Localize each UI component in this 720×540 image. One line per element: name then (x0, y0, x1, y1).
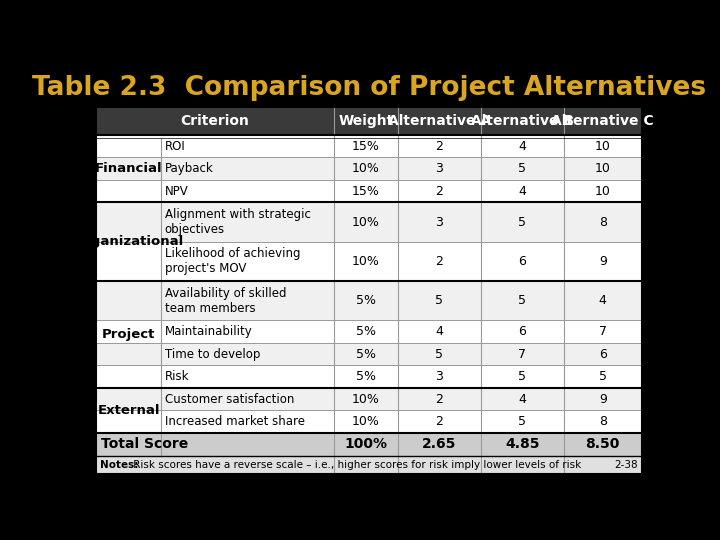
Text: Alternative C: Alternative C (552, 114, 654, 128)
Text: 100%: 100% (344, 437, 387, 451)
Text: 4: 4 (518, 140, 526, 153)
Text: 15%: 15% (352, 140, 379, 153)
Text: Increased market share: Increased market share (165, 415, 305, 428)
Text: 5: 5 (518, 415, 526, 428)
Text: 8.50: 8.50 (585, 437, 620, 451)
Text: 4: 4 (518, 185, 526, 198)
Bar (96, 433, 642, 456)
Text: External: External (98, 404, 160, 417)
Text: 6: 6 (518, 255, 526, 268)
Bar (96, 107, 642, 135)
Text: Time to develop: Time to develop (165, 348, 260, 361)
Text: 3: 3 (436, 215, 444, 228)
Text: 5%: 5% (356, 325, 376, 338)
Bar (96, 135, 642, 138)
Text: Alternative A: Alternative A (388, 114, 491, 128)
Text: Weight: Weight (338, 114, 393, 128)
Text: 6: 6 (518, 325, 526, 338)
Text: 8: 8 (599, 215, 607, 228)
Text: Customer satisfaction: Customer satisfaction (165, 393, 294, 406)
Bar (96, 343, 642, 366)
Text: 9: 9 (599, 255, 607, 268)
Text: 7: 7 (599, 325, 607, 338)
Text: 10%: 10% (352, 162, 379, 175)
Text: Risk: Risk (165, 370, 189, 383)
Text: 7: 7 (518, 348, 526, 361)
Text: 5: 5 (518, 215, 526, 228)
Text: 10%: 10% (352, 415, 379, 428)
Text: Alignment with strategic
objectives: Alignment with strategic objectives (165, 208, 310, 236)
Bar (96, 456, 642, 475)
Text: 2: 2 (436, 415, 444, 428)
Text: 5: 5 (436, 348, 444, 361)
Text: Maintainability: Maintainability (165, 325, 252, 338)
Text: 10: 10 (595, 162, 611, 175)
Bar (96, 281, 642, 320)
Text: Total Score: Total Score (101, 437, 188, 451)
Text: 6: 6 (599, 348, 607, 361)
Text: Notes:: Notes: (100, 460, 138, 470)
Text: 4: 4 (599, 294, 607, 307)
Bar (96, 180, 642, 202)
Bar (96, 202, 642, 242)
Text: 10%: 10% (352, 393, 379, 406)
Text: 5: 5 (518, 162, 526, 175)
Text: Table 2.3  Comparison of Project Alternatives: Table 2.3 Comparison of Project Alternat… (32, 75, 706, 101)
Text: 5%: 5% (356, 370, 376, 383)
Text: Alternative B: Alternative B (471, 114, 574, 128)
Text: 3: 3 (436, 370, 444, 383)
Text: Criterion: Criterion (181, 114, 249, 128)
Bar (96, 107, 642, 475)
Bar (96, 410, 642, 433)
Text: 5%: 5% (356, 294, 376, 307)
Text: 8: 8 (599, 415, 607, 428)
Text: 2: 2 (436, 255, 444, 268)
Bar (96, 320, 642, 343)
Text: 10%: 10% (352, 255, 379, 268)
Bar (96, 107, 642, 475)
Bar (96, 135, 642, 157)
Text: NPV: NPV (165, 185, 189, 198)
Text: 5: 5 (599, 370, 607, 383)
Text: 2.65: 2.65 (422, 437, 456, 451)
Text: 4: 4 (518, 393, 526, 406)
Bar (96, 366, 642, 388)
Text: 2-38: 2-38 (614, 460, 638, 470)
Bar (96, 388, 642, 410)
Text: 4.85: 4.85 (505, 437, 539, 451)
Text: 2: 2 (436, 393, 444, 406)
Text: Payback: Payback (165, 162, 213, 175)
Text: 9: 9 (599, 393, 607, 406)
Text: 10%: 10% (352, 215, 379, 228)
Bar (96, 157, 642, 180)
Bar (96, 242, 642, 281)
Text: Financial: Financial (95, 162, 163, 175)
Text: 5: 5 (436, 294, 444, 307)
Text: 5: 5 (518, 294, 526, 307)
Text: 5%: 5% (356, 348, 376, 361)
Text: Project: Project (102, 328, 156, 341)
Text: 3: 3 (436, 162, 444, 175)
Text: Organizational: Organizational (73, 235, 184, 248)
Text: 15%: 15% (352, 185, 379, 198)
Text: 10: 10 (595, 185, 611, 198)
Text: 2: 2 (436, 185, 444, 198)
Text: 4: 4 (436, 325, 444, 338)
Text: 2: 2 (436, 140, 444, 153)
Text: Availability of skilled
team members: Availability of skilled team members (165, 287, 286, 315)
Text: ROI: ROI (165, 140, 185, 153)
Text: 5: 5 (518, 370, 526, 383)
Text: 10: 10 (595, 140, 611, 153)
Text: Risk scores have a reverse scale – i.e., higher scores for risk imply lower leve: Risk scores have a reverse scale – i.e.,… (130, 460, 582, 470)
Text: Likelihood of achieving
project's MOV: Likelihood of achieving project's MOV (165, 247, 300, 275)
